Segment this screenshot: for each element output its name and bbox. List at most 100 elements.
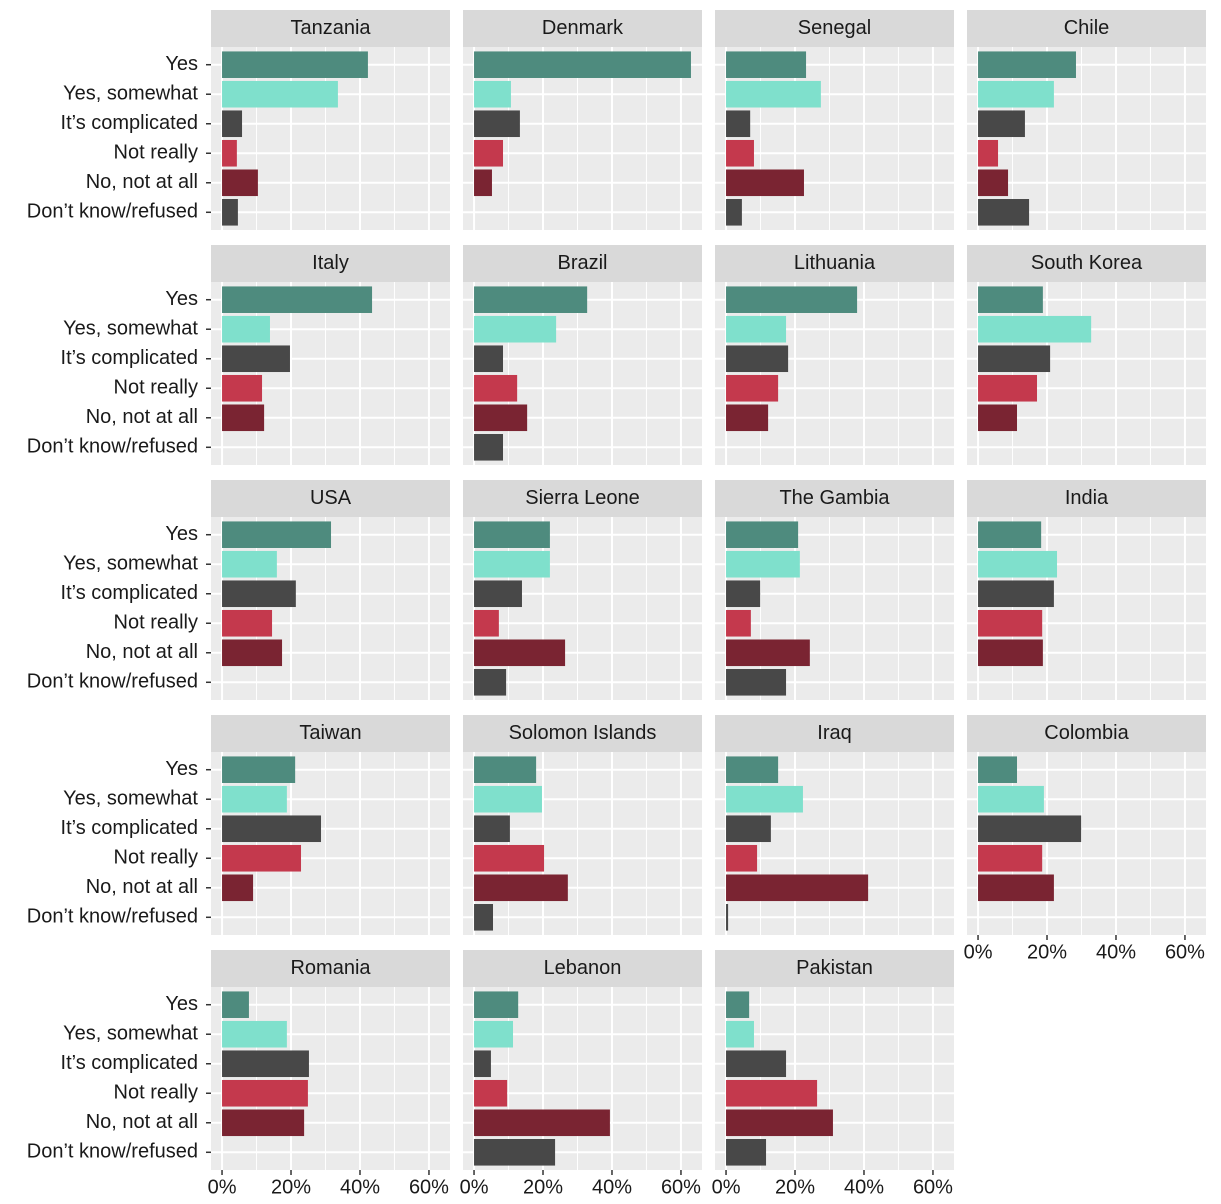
bar (726, 521, 799, 548)
y-tick-label: No, not at all (86, 406, 198, 428)
bar (222, 139, 237, 167)
strip-label: Chile (1064, 17, 1110, 39)
bar (474, 169, 492, 197)
bar (474, 669, 507, 696)
bar (474, 434, 504, 461)
bar (726, 669, 787, 696)
strip-label: USA (310, 487, 352, 509)
bar (222, 110, 243, 138)
y-tick-label: It’s complicated (61, 347, 198, 369)
bar (978, 374, 1038, 402)
bar (474, 1079, 508, 1107)
bar (726, 110, 751, 138)
y-tick-label: Yes (165, 53, 198, 75)
bar (726, 904, 729, 931)
bar (474, 1020, 514, 1048)
bar (978, 404, 1018, 432)
strip-label: Italy (312, 252, 349, 274)
bar (978, 609, 1043, 637)
y-tick-label: Don’t know/refused (27, 1141, 198, 1163)
strip-label: Solomon Islands (509, 722, 657, 744)
bar (978, 286, 1043, 313)
y-tick-label: Not really (114, 142, 198, 164)
strip-label: Colombia (1044, 722, 1129, 744)
bar (726, 315, 787, 343)
bar (222, 51, 368, 78)
strip-label: Lebanon (544, 957, 622, 979)
bar (474, 51, 691, 78)
bar (978, 874, 1054, 902)
bar (474, 345, 504, 373)
bar (222, 169, 258, 197)
bar (978, 550, 1058, 578)
bar (726, 286, 858, 313)
strip (211, 480, 450, 517)
x-tick-label: 20% (271, 1176, 311, 1198)
strip (715, 480, 954, 517)
bar (726, 169, 804, 197)
x-tick-label: 60% (661, 1176, 701, 1198)
bar (726, 874, 869, 902)
bar (222, 1020, 287, 1048)
x-tick-label: 20% (775, 1176, 815, 1198)
strip-label: South Korea (1031, 252, 1143, 274)
bar (726, 756, 779, 783)
x-tick-label: 60% (409, 1176, 449, 1198)
bar (726, 1139, 767, 1166)
x-tick-label: 20% (523, 1176, 563, 1198)
bar (222, 199, 238, 226)
bar (726, 51, 807, 78)
bar (474, 315, 557, 343)
strip-label: Brazil (557, 252, 607, 274)
y-tick-label: Not really (114, 1082, 198, 1104)
x-tick-label: 0% (964, 941, 993, 963)
bar (222, 80, 338, 108)
x-tick-label: 40% (844, 1176, 884, 1198)
strip (211, 245, 450, 282)
bar (978, 785, 1044, 813)
strip (463, 10, 702, 47)
strip (715, 715, 954, 752)
bar (474, 110, 520, 138)
strip (967, 10, 1206, 47)
bar (222, 286, 373, 313)
bar (474, 785, 542, 813)
bar (726, 404, 769, 432)
bar (474, 580, 522, 608)
bar (222, 756, 296, 783)
strip (967, 245, 1206, 282)
strip (967, 480, 1206, 517)
bar (978, 844, 1043, 872)
bar (978, 139, 999, 167)
bar (474, 374, 518, 402)
y-tick-label: No, not at all (86, 641, 198, 663)
bar (978, 580, 1054, 608)
bar (726, 991, 750, 1018)
bar (726, 609, 751, 637)
bar (222, 1109, 305, 1137)
bar (222, 1050, 309, 1078)
bar (474, 1050, 491, 1078)
strip-label: India (1065, 487, 1109, 509)
x-tick-label: 0% (460, 1176, 489, 1198)
bar (978, 51, 1076, 78)
bar (474, 639, 566, 667)
strip (715, 950, 954, 987)
y-tick-label: Yes, somewhat (63, 83, 198, 105)
strip-label: Tanzania (290, 17, 371, 39)
bar (726, 139, 754, 167)
y-tick-label: Yes (165, 758, 198, 780)
bar (222, 991, 249, 1018)
y-tick-label: Not really (114, 377, 198, 399)
bar (978, 199, 1030, 226)
x-tick-label: 0% (208, 1176, 237, 1198)
bar (474, 1139, 556, 1166)
y-tick-label: Don’t know/refused (27, 201, 198, 223)
x-tick-label: 60% (1165, 941, 1205, 963)
y-tick-label: It’s complicated (61, 817, 198, 839)
bar (726, 80, 821, 108)
y-tick-label: Yes (165, 523, 198, 545)
bar (222, 874, 254, 902)
y-tick-label: Not really (114, 612, 198, 634)
